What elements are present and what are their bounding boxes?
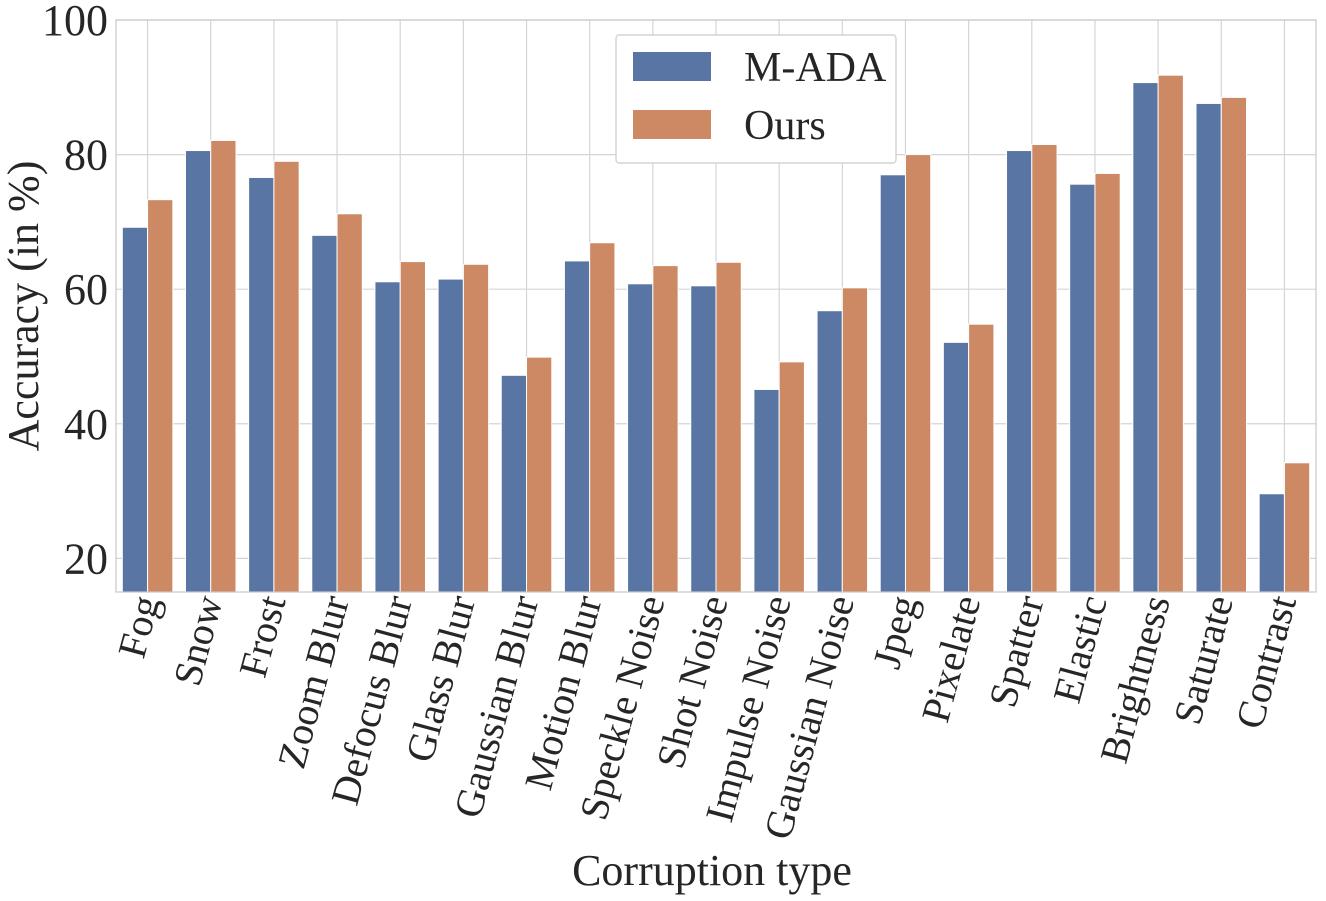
bar-m-ada-fog [121, 226, 149, 593]
bar-m-ada-saturate [1195, 102, 1222, 593]
bar-m-ada-frost [248, 176, 275, 593]
bar-ours-gaussian-blur [526, 356, 553, 593]
bar-ours-defocus-blur [399, 261, 426, 593]
bar-ours-zoom-blur [336, 213, 363, 593]
bar-m-ada-pixelate [942, 341, 970, 593]
plot-frame [115, 19, 1317, 593]
bars [121, 74, 1311, 593]
x-tick-label-frost: Frost [230, 591, 295, 682]
bar-ours-frost [273, 160, 300, 593]
bar-ours-elastic [1094, 172, 1121, 593]
legend: M-ADA Ours [615, 34, 897, 164]
x-tick-label-snow: Snow [164, 591, 231, 691]
bar-ours-spatter [1031, 143, 1058, 593]
legend-swatch-ours [633, 110, 711, 139]
y-tick-label: 80 [64, 131, 108, 180]
bar-m-ada-gaussian-noise [816, 310, 843, 593]
x-tick-label-spatter: Spatter [980, 591, 1053, 712]
legend-label-m-ada: M-ADA [744, 45, 887, 91]
bar-m-ada-motion-blur [563, 260, 591, 593]
bar-m-ada-brightness [1132, 82, 1159, 593]
bar-m-ada-gaussian-blur [500, 374, 528, 593]
bar-ours-pixelate [968, 323, 995, 593]
bar-ours-snow [210, 139, 237, 593]
bar-ours-gaussian-noise [841, 287, 869, 593]
bar-m-ada-glass-blur [437, 278, 464, 593]
bar-m-ada-zoom-blur [311, 234, 338, 593]
bar-m-ada-contrast [1258, 493, 1285, 593]
bar-ours-shot-noise [715, 261, 742, 593]
x-tick-label-fog: Fog [109, 591, 169, 663]
bar-ours-saturate [1220, 96, 1248, 593]
y-axis-label: Accuracy (in %) [0, 161, 48, 452]
bar-ours-contrast [1283, 462, 1311, 593]
bar-m-ada-elastic [1069, 183, 1096, 593]
bar-ours-glass-blur [462, 263, 490, 593]
y-tick-label: 40 [64, 400, 108, 449]
bar-ours-motion-blur [589, 242, 616, 593]
bar-m-ada-impulse-noise [753, 388, 780, 593]
y-tick-label: 20 [64, 534, 108, 583]
bar-m-ada-speckle-noise [627, 283, 654, 593]
x-tick-label-jpeg: Jpeg [864, 591, 926, 673]
y-tick-label: 60 [64, 265, 108, 314]
x-tick-label-pixelate: Pixelate [913, 591, 990, 727]
bar-m-ada-shot-noise [690, 285, 717, 593]
bar-m-ada-jpeg [879, 174, 906, 593]
legend-swatch-m-ada [633, 52, 711, 81]
bar-m-ada-spatter [1006, 150, 1033, 593]
bar-m-ada-defocus-blur [374, 281, 401, 593]
bar-ours-impulse-noise [778, 361, 805, 593]
legend-label-ours: Ours [744, 103, 826, 149]
bar-ours-brightness [1157, 74, 1184, 593]
x-axis-label: Corruption type [572, 846, 852, 895]
bar-ours-fog [147, 199, 174, 593]
bar-ours-speckle-noise [652, 265, 679, 593]
bar-m-ada-snow [184, 150, 212, 593]
y-axis-ticks: 20 40 60 80 100 [42, 0, 108, 583]
x-tick-label-elastic: Elastic [1044, 591, 1116, 708]
bar-ours-jpeg [904, 154, 932, 593]
y-tick-label: 100 [42, 0, 108, 45]
